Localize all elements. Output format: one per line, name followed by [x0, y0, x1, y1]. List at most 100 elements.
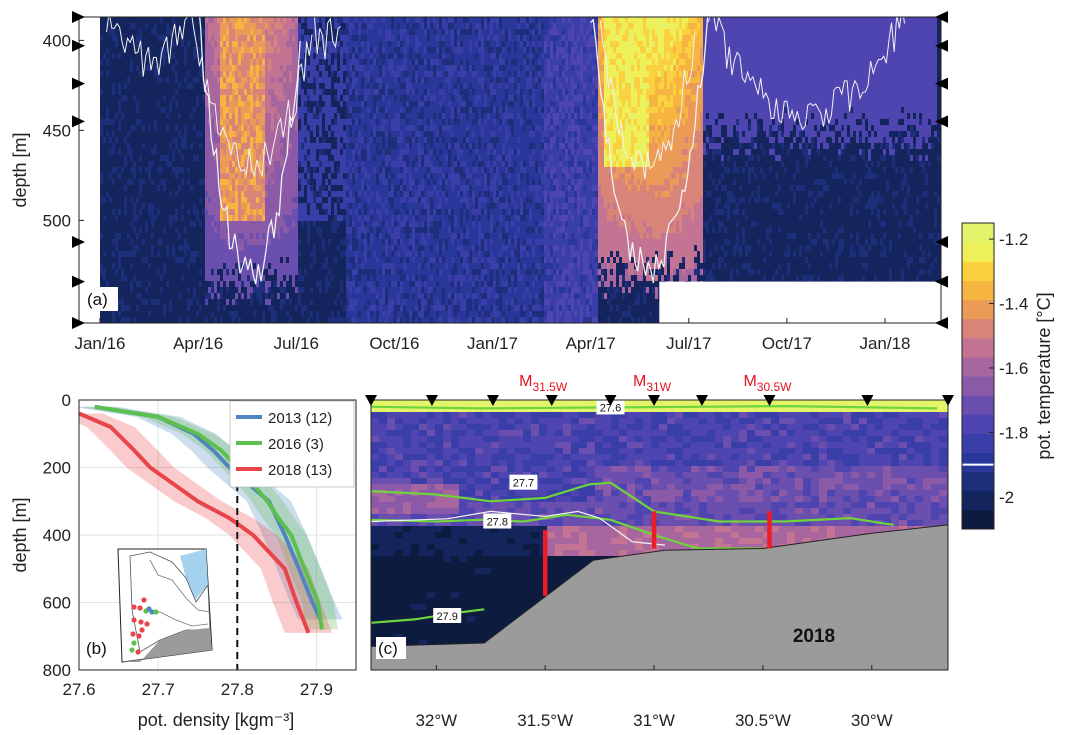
- mooring-label: M30.5W: [743, 373, 792, 394]
- station-marker: [604, 395, 617, 406]
- inset-map-contour-1: [149, 559, 211, 613]
- panel-b-label: (b): [86, 639, 107, 658]
- panel-a-frame: [78, 16, 942, 324]
- colorbar-tick-label: -2: [999, 488, 1014, 507]
- panel-a-nodata-left: [79, 17, 100, 323]
- inset-station-dot: [146, 606, 152, 612]
- sensor-marker-left: [72, 236, 85, 248]
- colorbar-tick-label: -1.2: [999, 230, 1028, 249]
- xtick-label: 30°W: [851, 711, 893, 730]
- sensor-marker-right: [935, 115, 948, 128]
- station-marker: [648, 395, 661, 406]
- xtick-label: Jan/16: [74, 334, 125, 353]
- isopycnal-label: 27.8: [487, 517, 508, 529]
- panel-b: 27.6 27.7 27.8 27.9 0 200 400 600 800 depth [m]…: [10, 391, 357, 730]
- panel-a-nodata-bottom: [659, 281, 941, 323]
- station-marker: [365, 395, 377, 406]
- contour-event-2017-inner: [599, 20, 696, 180]
- panel-a-ylabel: depth [m]: [10, 132, 30, 207]
- temperature-contour: [371, 510, 666, 546]
- panel-c-mooring-labels: M31.5W M31W M30.5W: [519, 373, 792, 394]
- panel-a: Jan/16 Apr/16 Jul/16 Oct/16 Jan/17 Apr/17 Jul/…: [10, 11, 948, 353]
- mooring-label: M31W: [633, 373, 672, 394]
- panel-c-isopycnal-labels: 27.6 27.7 27.8 27.9: [433, 399, 625, 623]
- inset-station-dot: [131, 604, 137, 610]
- panel-a-sensor-markers: [72, 11, 948, 329]
- isopycnal-27-6: [371, 404, 938, 410]
- colorbar-tick-label: -1.4: [999, 295, 1028, 314]
- panel-b-xticks: 27.6 27.7 27.8 27.9: [62, 680, 333, 699]
- colorbar-tick-label: -1.8: [999, 423, 1028, 442]
- colorbar-band: [962, 318, 994, 339]
- xtick-label: 27.7: [142, 680, 175, 699]
- colorbar-band: [962, 261, 994, 281]
- station-marker: [695, 395, 708, 406]
- inset-station-dot: [131, 640, 137, 646]
- ytick-label: 500: [43, 211, 71, 230]
- xtick-label: Jan/17: [467, 334, 518, 353]
- panel-b-label-bg: [84, 637, 114, 659]
- colorbar-label: pot. temperature [°C]: [1034, 292, 1054, 459]
- inset-station-dot: [135, 649, 141, 655]
- contour-early-2016: [106, 17, 189, 77]
- panel-a-heatmap: [79, 17, 941, 323]
- sensor-marker-left: [72, 115, 85, 128]
- panel-c-bathymetry: [371, 524, 948, 670]
- contour-event-2016: [199, 17, 301, 285]
- inset-station-dot: [141, 597, 147, 603]
- panel-a-contours: [106, 17, 906, 285]
- legend-label-2013: 2013 (12): [268, 410, 332, 427]
- colorbar-band: [962, 337, 994, 358]
- envelope-2018: [79, 413, 333, 633]
- xtick-label: Apr/17: [566, 334, 616, 353]
- panel-c-label: (c): [378, 639, 398, 658]
- xtick-label: 32°W: [415, 711, 457, 730]
- panel-b-ylabel: depth [m]: [10, 497, 30, 572]
- colorbar: -1.2 -1.4 -1.6 -1.8 -2 pot. temperature [°C]: [961, 222, 1054, 530]
- station-marker: [763, 395, 776, 406]
- colorbar-band: [962, 299, 994, 320]
- ytick-label: 600: [43, 594, 71, 613]
- station-marker: [861, 395, 874, 406]
- sensor-marker-right: [935, 39, 948, 52]
- mooring-label: M31.5W: [519, 373, 568, 394]
- ytick-label: 400: [43, 31, 71, 50]
- colorbar-band: [962, 242, 994, 262]
- isopycnal-label: 27.7: [513, 478, 534, 490]
- panel-c: 27.6 27.7 27.8 27.9 32°W 31.5°W 31°W 30.5°W 30°…: [365, 373, 954, 730]
- colorbar-band: [962, 452, 994, 473]
- sensor-marker-right: [935, 275, 948, 288]
- xtick-label: Apr/16: [173, 334, 223, 353]
- sensor-marker-right: [935, 236, 948, 248]
- inset-station-dot: [131, 617, 137, 623]
- isopycnal-label-bg: [483, 513, 512, 529]
- inset-station-dot: [144, 621, 150, 627]
- envelope-2013: [79, 406, 343, 620]
- inset-station-dot: [136, 633, 142, 639]
- station-marker: [942, 395, 954, 406]
- contour-event-2017: [590, 17, 709, 284]
- sensor-marker-right: [935, 317, 948, 329]
- inset-map-stations: [129, 597, 159, 655]
- colorbar-band: [962, 223, 994, 243]
- station-marker: [545, 395, 558, 406]
- colorbar-bands: [962, 223, 994, 530]
- isopycnal-label-bg: [596, 399, 625, 415]
- ytick-label: 400: [43, 526, 71, 545]
- panel-b-xlabel: pot. density [kgm⁻³]: [138, 710, 295, 730]
- station-marker: [425, 395, 438, 406]
- xtick-label: 31.5°W: [517, 711, 573, 730]
- sensor-marker-left: [72, 317, 85, 329]
- inset-map-ice: [129, 551, 211, 653]
- panel-a-label-bg: [84, 287, 118, 311]
- xtick-label: 27.6: [62, 680, 95, 699]
- xtick-label: 30.5°W: [735, 711, 791, 730]
- panel-b-yticks: 0 200 400 600 800: [43, 391, 71, 680]
- station-marker: [486, 395, 499, 406]
- ytick-label: 0: [62, 391, 71, 410]
- inset-map-ocean: [180, 549, 208, 600]
- ytick-label: 200: [43, 459, 71, 478]
- panel-b-envelopes: [79, 406, 343, 633]
- inset-map-land: [122, 628, 212, 662]
